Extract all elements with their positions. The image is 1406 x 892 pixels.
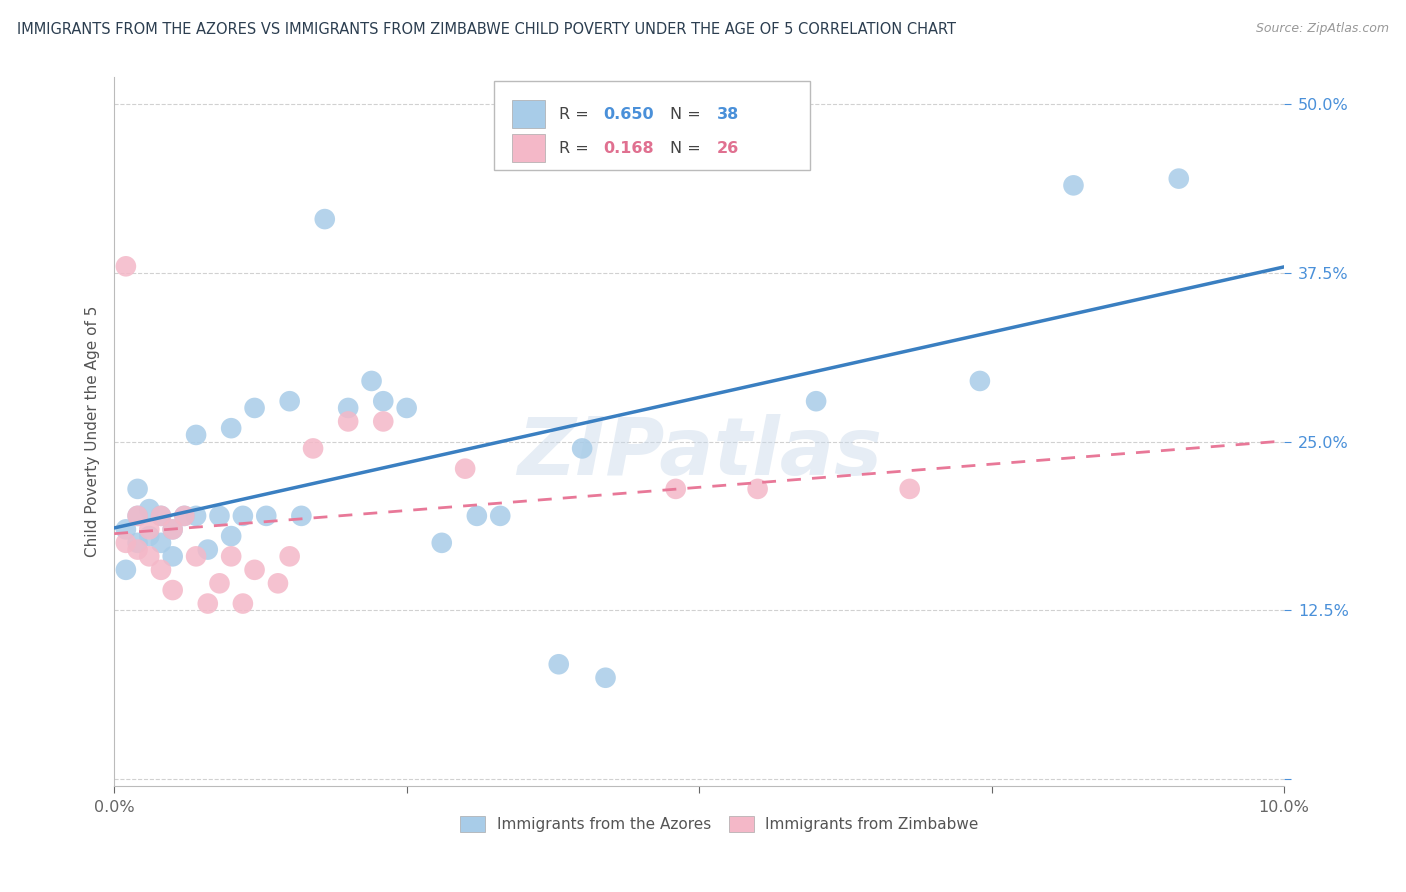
Text: ZIPatlas: ZIPatlas <box>516 414 882 491</box>
FancyBboxPatch shape <box>512 100 544 128</box>
Point <box>115 522 138 536</box>
Point <box>162 522 184 536</box>
Point <box>267 576 290 591</box>
Point <box>747 482 769 496</box>
Point <box>571 442 593 456</box>
Text: N =: N = <box>669 107 706 122</box>
Text: 0.168: 0.168 <box>603 141 654 156</box>
Point <box>232 597 254 611</box>
Point <box>149 536 172 550</box>
Point <box>197 542 219 557</box>
Point <box>219 529 242 543</box>
Point <box>115 536 138 550</box>
Point <box>219 421 242 435</box>
Text: R =: R = <box>558 141 593 156</box>
Point <box>804 394 827 409</box>
Point <box>127 542 149 557</box>
Point <box>127 508 149 523</box>
Point <box>898 482 921 496</box>
Text: Immigrants from the Azores: Immigrants from the Azores <box>496 816 711 831</box>
Point <box>219 549 242 564</box>
Point <box>115 563 138 577</box>
Point <box>162 549 184 564</box>
Point <box>337 401 360 415</box>
Point <box>138 529 160 543</box>
Point <box>127 508 149 523</box>
Point <box>337 414 360 428</box>
Point <box>184 549 207 564</box>
Point <box>969 374 991 388</box>
Text: Source: ZipAtlas.com: Source: ZipAtlas.com <box>1256 22 1389 36</box>
Point <box>1167 171 1189 186</box>
Point <box>173 508 195 523</box>
Point <box>184 508 207 523</box>
Point <box>243 401 266 415</box>
Point <box>254 508 277 523</box>
Point <box>162 522 184 536</box>
Point <box>173 508 195 523</box>
Point <box>127 482 149 496</box>
Point <box>489 508 512 523</box>
Point <box>454 461 477 475</box>
Point <box>665 482 688 496</box>
Point <box>278 394 301 409</box>
Point <box>197 597 219 611</box>
Point <box>1062 178 1084 193</box>
Text: N =: N = <box>669 141 706 156</box>
Point <box>595 671 617 685</box>
Text: R =: R = <box>558 107 593 122</box>
Text: Immigrants from Zimbabwe: Immigrants from Zimbabwe <box>765 816 979 831</box>
Point <box>430 536 453 550</box>
Point <box>232 508 254 523</box>
Y-axis label: Child Poverty Under the Age of 5: Child Poverty Under the Age of 5 <box>86 306 100 558</box>
Point <box>290 508 312 523</box>
Point <box>373 394 395 409</box>
Text: 26: 26 <box>717 141 740 156</box>
Point <box>302 442 325 456</box>
Point <box>138 522 160 536</box>
Text: 0.650: 0.650 <box>603 107 654 122</box>
Point <box>465 508 488 523</box>
Point <box>547 657 569 672</box>
Point <box>314 212 336 227</box>
Point <box>208 576 231 591</box>
Text: IMMIGRANTS FROM THE AZORES VS IMMIGRANTS FROM ZIMBABWE CHILD POVERTY UNDER THE A: IMMIGRANTS FROM THE AZORES VS IMMIGRANTS… <box>17 22 956 37</box>
Point <box>149 508 172 523</box>
Point <box>395 401 418 415</box>
FancyBboxPatch shape <box>512 134 544 162</box>
Point <box>162 583 184 598</box>
Point <box>115 260 138 274</box>
Point <box>373 414 395 428</box>
Point <box>208 508 231 523</box>
Point <box>138 502 160 516</box>
Point <box>149 563 172 577</box>
Point <box>360 374 382 388</box>
Point <box>243 563 266 577</box>
Text: 38: 38 <box>717 107 740 122</box>
Point <box>184 428 207 442</box>
FancyBboxPatch shape <box>495 81 810 169</box>
Point <box>127 536 149 550</box>
Point <box>149 508 172 523</box>
Point <box>138 549 160 564</box>
Point <box>278 549 301 564</box>
